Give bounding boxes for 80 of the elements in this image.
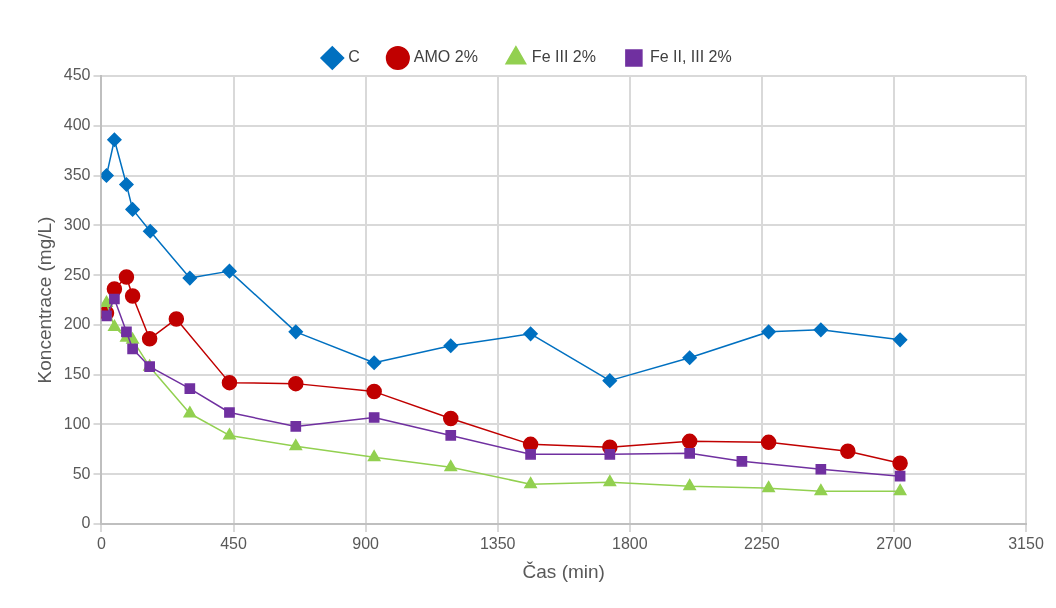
x-tick-label: 450 [220, 535, 248, 553]
point [108, 319, 121, 331]
point [681, 433, 698, 450]
point [183, 406, 197, 418]
x-tick-label: 1350 [479, 535, 516, 553]
point [118, 269, 135, 285]
point [525, 448, 536, 460]
y-tick-label: 200 [63, 315, 91, 333]
y-tick-label: 450 [63, 66, 91, 84]
point [366, 355, 382, 370]
point [223, 428, 236, 440]
point [684, 447, 695, 459]
y-tick-label: 400 [63, 116, 91, 134]
y-tick-label: 150 [63, 365, 91, 383]
point [762, 480, 775, 493]
point [142, 224, 158, 239]
point [289, 439, 303, 451]
point [101, 295, 113, 307]
point [119, 177, 134, 192]
point [815, 463, 827, 475]
y-tick-label: 50 [72, 464, 91, 482]
legend-label: Fe II, III 2% [649, 48, 732, 66]
x-tick-label: 0 [97, 535, 107, 553]
point [814, 483, 828, 496]
point [141, 331, 158, 347]
point [101, 310, 112, 322]
point [444, 460, 458, 472]
point [101, 168, 114, 183]
point [443, 338, 458, 354]
point [760, 434, 777, 451]
point [368, 412, 380, 423]
point [736, 455, 748, 467]
legend-label: Fe III 2% [531, 48, 596, 66]
point [892, 455, 908, 472]
point [288, 324, 304, 340]
point [290, 421, 302, 432]
point [445, 430, 457, 441]
point [604, 448, 616, 460]
x-tick-label: 2700 [876, 535, 912, 553]
point [182, 270, 198, 286]
y-axis-title: Koncentrace (mg/L) [33, 216, 55, 384]
point [221, 374, 238, 391]
point [683, 478, 697, 491]
point [894, 470, 906, 482]
point [602, 373, 618, 388]
x-tick-label: 3150 [1008, 535, 1044, 553]
point [288, 375, 304, 392]
point [127, 343, 138, 355]
x-tick-label: 900 [352, 535, 380, 553]
y-tick-label: 300 [63, 215, 91, 233]
point [893, 483, 907, 496]
point [107, 132, 122, 147]
point [224, 407, 235, 418]
point [124, 288, 141, 304]
y-tick-label: 250 [63, 265, 91, 283]
point [366, 383, 382, 400]
point [892, 332, 908, 348]
legend-label: C [348, 48, 360, 66]
point [840, 443, 856, 460]
y-tick-label: 0 [81, 514, 91, 532]
point [222, 263, 237, 279]
point [121, 326, 132, 338]
y-tick-label: 100 [63, 414, 91, 432]
point [184, 383, 196, 394]
x-tick-label: 2250 [744, 535, 780, 553]
y-tick-label: 350 [63, 165, 91, 183]
point [109, 293, 120, 305]
point [813, 322, 829, 338]
point [761, 324, 776, 340]
point [125, 202, 140, 217]
point [523, 326, 538, 342]
point [682, 350, 697, 365]
legend-label: AMO 2% [413, 48, 478, 66]
point [603, 474, 617, 487]
point [443, 410, 459, 427]
point [168, 311, 185, 327]
x-axis-title: Čas (min) [522, 560, 605, 582]
point [367, 450, 381, 462]
point [524, 476, 537, 489]
x-tick-label: 1800 [611, 535, 648, 553]
